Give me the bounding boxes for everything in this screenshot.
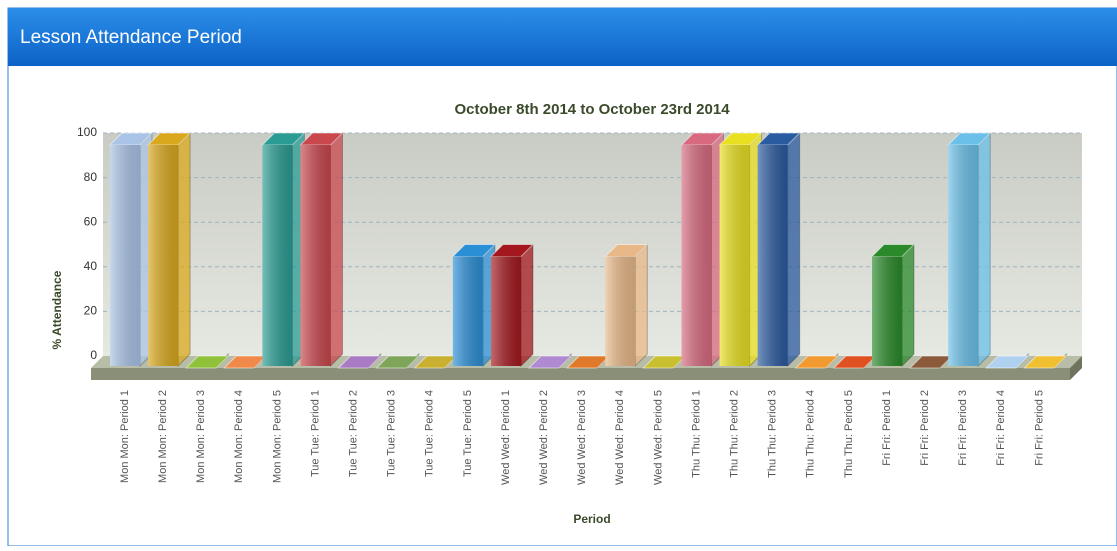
x-tick-label: Thu Thu: Period 2 <box>729 390 741 478</box>
bar-side <box>177 131 191 368</box>
bar <box>337 352 382 370</box>
bar <box>527 352 573 370</box>
x-tick-label: Wed Wed: Period 1 <box>500 390 512 485</box>
y-axis-label: % Attendance <box>50 270 64 349</box>
x-tick-label: Thu Thu: Period 1 <box>690 390 702 478</box>
x-tick-label: Mon Mon: Period 3 <box>195 390 207 483</box>
bar <box>146 131 192 368</box>
x-tick-label: Wed Wed: Period 5 <box>652 390 664 485</box>
x-axis-label: Period <box>573 512 610 526</box>
x-tick-label: Thu Thu: Period 4 <box>805 390 817 478</box>
y-tick-label: 40 <box>84 259 98 273</box>
x-tick-label: Mon Mon: Period 1 <box>119 390 131 483</box>
x-tick-label: Fri Fri: Period 2 <box>919 390 931 466</box>
y-tick-label: 0 <box>90 348 97 362</box>
x-tick-label: Tue Tue: Period 5 <box>462 390 474 477</box>
bar-top <box>985 355 1030 369</box>
bar <box>756 131 801 368</box>
x-tick-label: Tue Tue: Period 3 <box>386 390 398 477</box>
bar <box>375 352 420 370</box>
bar-top <box>184 355 230 369</box>
x-tick-label: Thu Thu: Period 5 <box>843 390 855 478</box>
bar-side <box>634 243 648 368</box>
bar-front-shade <box>605 256 636 366</box>
bar-side <box>977 131 991 368</box>
x-tick-label: Tue Tue: Period 2 <box>348 390 360 477</box>
bar-front-shade <box>491 256 521 366</box>
bar <box>108 131 154 368</box>
bar <box>451 243 497 368</box>
x-tick-label: Wed Wed: Period 4 <box>614 390 626 485</box>
bar-side <box>901 243 915 368</box>
bar <box>1023 352 1068 370</box>
bar-side <box>787 131 801 368</box>
bar-top <box>1023 355 1068 369</box>
x-tick-label: Mon Mon: Period 5 <box>271 390 283 483</box>
floor-edge <box>91 368 1070 380</box>
bar-top <box>527 355 573 369</box>
bar <box>489 243 535 368</box>
floor-side <box>1070 356 1082 380</box>
bar-front-shade <box>110 145 140 366</box>
bar <box>946 131 992 368</box>
chart-title: October 8th 2014 to October 23rd 2014 <box>454 101 730 118</box>
bar <box>604 243 649 368</box>
bar-front-shade <box>262 145 293 366</box>
y-tick-label: 80 <box>84 170 98 184</box>
x-tick-label: Fri Fri: Period 5 <box>1033 390 1045 466</box>
x-tick-label: Thu Thu: Period 3 <box>767 390 779 478</box>
bar <box>985 352 1030 370</box>
panel-title: Lesson Attendance Period <box>20 27 242 48</box>
bar <box>184 352 230 370</box>
x-tick-label: Mon Mon: Period 4 <box>233 390 245 483</box>
panel-header <box>8 8 1117 66</box>
bar <box>261 131 306 368</box>
x-tick-label: Tue Tue: Period 4 <box>424 390 436 477</box>
bar-front-shade <box>872 256 902 366</box>
bar <box>680 131 725 368</box>
bar-side <box>520 243 534 368</box>
y-tick-label: 20 <box>84 304 98 318</box>
bar-top <box>794 355 840 369</box>
x-tick-label: Fri Fri: Period 4 <box>995 390 1007 466</box>
bar <box>794 352 840 370</box>
bar <box>870 243 916 368</box>
x-tick-label: Fri Fri: Period 1 <box>881 390 893 466</box>
bar-front-shade <box>757 145 788 366</box>
bar-side <box>330 131 343 368</box>
x-tick-label: Wed Wed: Period 3 <box>576 390 588 485</box>
bar-front-shade <box>300 145 331 366</box>
back-wall <box>103 133 1082 356</box>
bar-top <box>337 355 382 369</box>
bar-front-shade <box>148 145 179 366</box>
bar <box>718 131 763 368</box>
x-tick-label: Fri Fri: Period 3 <box>957 390 969 466</box>
bar-front-shade <box>452 256 483 366</box>
y-tick-label: 100 <box>77 125 97 139</box>
bar-front-shade <box>719 145 750 366</box>
x-tick-label: Wed Wed: Period 2 <box>538 390 550 485</box>
bar-top <box>375 355 420 369</box>
bar-front-shade <box>681 145 712 366</box>
y-tick-label: 60 <box>84 214 98 228</box>
bar <box>299 131 344 368</box>
x-tick-label: Mon Mon: Period 2 <box>157 390 169 483</box>
bar-front-shade <box>948 145 979 366</box>
x-tick-label: Tue Tue: Period 1 <box>309 390 321 477</box>
